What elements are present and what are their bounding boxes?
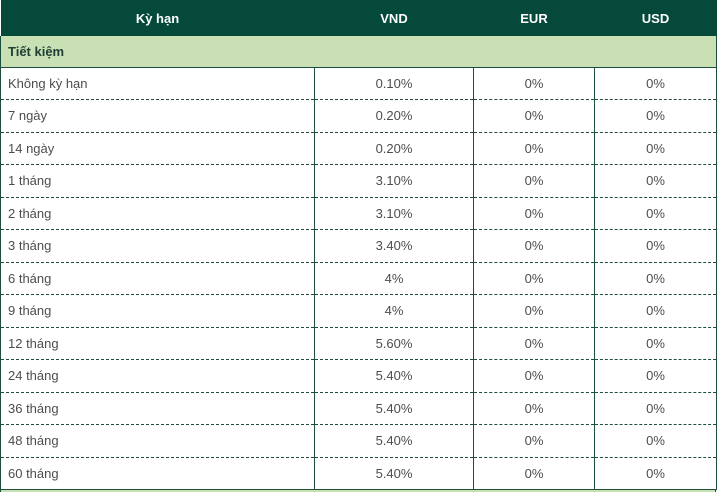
usd-rate-cell: 0%	[594, 132, 717, 165]
eur-rate-cell: 0%	[473, 294, 595, 328]
table-row: 2 tháng 3.10% 0% 0%	[0, 197, 717, 230]
eur-rate-cell: 0%	[473, 392, 595, 425]
usd-rate-cell: 0%	[594, 164, 717, 198]
vnd-rate-cell: 3.40%	[314, 229, 474, 263]
term-cell: 36 tháng	[0, 392, 315, 425]
term-cell: 9 tháng	[0, 294, 315, 328]
column-header-eur: EUR	[473, 0, 595, 36]
table-row: 36 tháng 5.40% 0% 0%	[0, 392, 717, 425]
vnd-rate-cell: 5.40%	[314, 359, 474, 393]
eur-rate-cell: 0%	[473, 67, 595, 100]
eur-rate-cell: 0%	[473, 457, 595, 490]
eur-rate-cell: 0%	[473, 327, 595, 360]
term-cell: Không kỳ hạn	[0, 67, 315, 100]
vnd-rate-cell: 0.10%	[314, 67, 474, 100]
section-row-savings: Tiết kiệm	[0, 36, 717, 68]
term-cell: 7 ngày	[0, 99, 315, 133]
eur-rate-cell: 0%	[473, 197, 595, 230]
eur-rate-cell: 0%	[473, 359, 595, 393]
term-cell: 60 tháng	[0, 457, 315, 490]
table-row: 14 ngày 0.20% 0% 0%	[0, 132, 717, 165]
table-row: 9 tháng 4% 0% 0%	[0, 294, 717, 328]
vnd-rate-cell: 5.40%	[314, 392, 474, 425]
table-row: Không kỳ hạn 0.10% 0% 0%	[0, 67, 717, 100]
eur-rate-cell: 0%	[473, 99, 595, 133]
usd-rate-cell: 0%	[594, 99, 717, 133]
column-header-vnd: VND	[314, 0, 474, 36]
eur-rate-cell: 0%	[473, 132, 595, 165]
term-cell: 12 tháng	[0, 327, 315, 360]
term-cell: 1 tháng	[0, 164, 315, 198]
table-row: 48 tháng 5.40% 0% 0%	[0, 424, 717, 458]
eur-rate-cell: 0%	[473, 229, 595, 263]
vnd-rate-cell: 4%	[314, 294, 474, 328]
usd-rate-cell: 0%	[594, 229, 717, 263]
term-cell: 48 tháng	[0, 424, 315, 458]
usd-rate-cell: 0%	[594, 197, 717, 230]
vnd-rate-cell: 0.20%	[314, 99, 474, 133]
usd-rate-cell: 0%	[594, 457, 717, 490]
table-row: 12 tháng 5.60% 0% 0%	[0, 327, 717, 360]
vnd-rate-cell: 4%	[314, 262, 474, 295]
usd-rate-cell: 0%	[594, 392, 717, 425]
vnd-rate-cell: 5.40%	[314, 424, 474, 458]
term-cell: 24 tháng	[0, 359, 315, 393]
term-cell: 6 tháng	[0, 262, 315, 295]
table-row: 24 tháng 5.40% 0% 0%	[0, 359, 717, 393]
next-section-row-partial	[0, 490, 716, 492]
usd-rate-cell: 0%	[594, 262, 717, 295]
vnd-rate-cell: 5.60%	[314, 327, 474, 360]
vnd-rate-cell: 3.10%	[314, 197, 474, 230]
term-cell: 3 tháng	[0, 229, 315, 263]
section-label: Tiết kiệm	[0, 36, 717, 68]
column-header-usd: USD	[594, 0, 717, 36]
eur-rate-cell: 0%	[473, 262, 595, 295]
term-cell: 2 tháng	[0, 197, 315, 230]
table-row: 6 tháng 4% 0% 0%	[0, 262, 717, 295]
usd-rate-cell: 0%	[594, 327, 717, 360]
table-row: 7 ngày 0.20% 0% 0%	[0, 99, 717, 133]
vnd-rate-cell: 0.20%	[314, 132, 474, 165]
column-header-term: Kỳ hạn	[0, 0, 315, 36]
usd-rate-cell: 0%	[594, 67, 717, 100]
usd-rate-cell: 0%	[594, 424, 717, 458]
usd-rate-cell: 0%	[594, 359, 717, 393]
table-row: 1 tháng 3.10% 0% 0%	[0, 164, 717, 198]
table-row: 3 tháng 3.40% 0% 0%	[0, 229, 717, 263]
vnd-rate-cell: 3.10%	[314, 164, 474, 198]
table-row: 60 tháng 5.40% 0% 0%	[0, 457, 717, 490]
vnd-rate-cell: 5.40%	[314, 457, 474, 490]
header-row: Kỳ hạn VND EUR USD	[0, 0, 717, 36]
usd-rate-cell: 0%	[594, 294, 717, 328]
eur-rate-cell: 0%	[473, 424, 595, 458]
eur-rate-cell: 0%	[473, 164, 595, 198]
term-cell: 14 ngày	[0, 132, 315, 165]
